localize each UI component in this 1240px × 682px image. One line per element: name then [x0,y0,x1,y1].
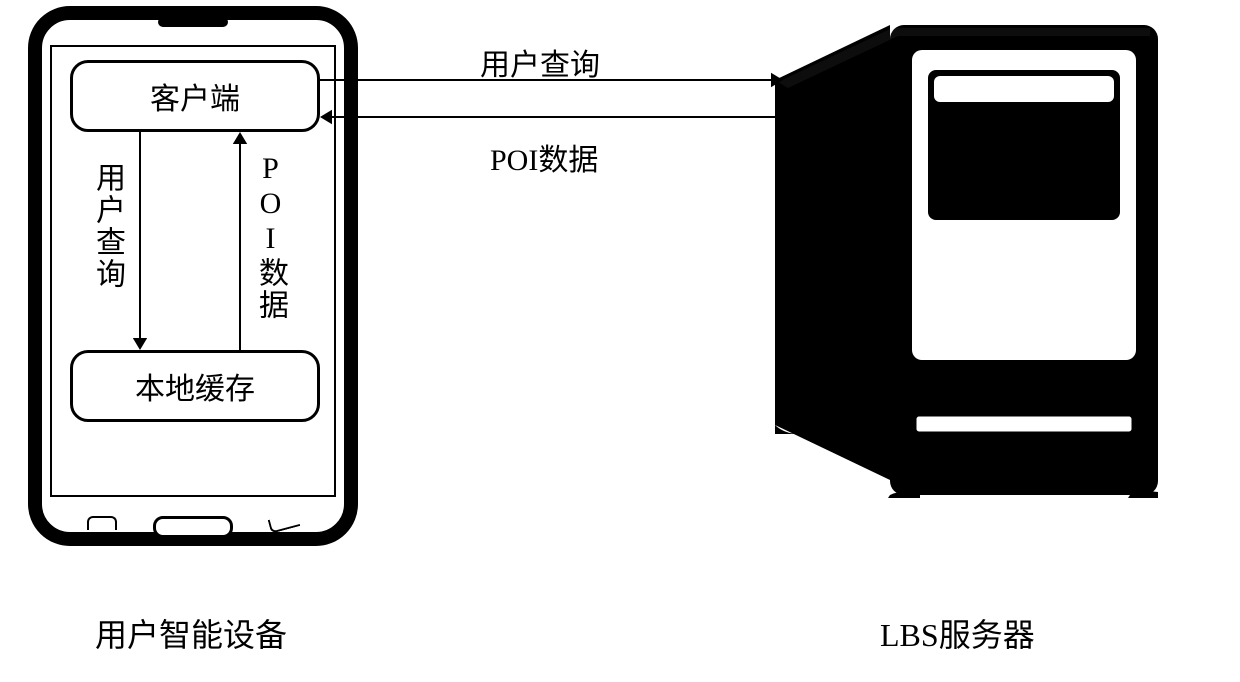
server-caption: LBS服务器 [880,610,1035,656]
label-user-query-top: 用户查询 [480,40,600,84]
label-user-query-left: 用户查询 [85,162,129,290]
label-poi-data-bottom: POI数据 [490,135,598,179]
label-poi-data-right: POI数据 [248,152,292,321]
arrows-layer [0,0,1240,682]
device-caption: 用户智能设备 [95,610,287,656]
